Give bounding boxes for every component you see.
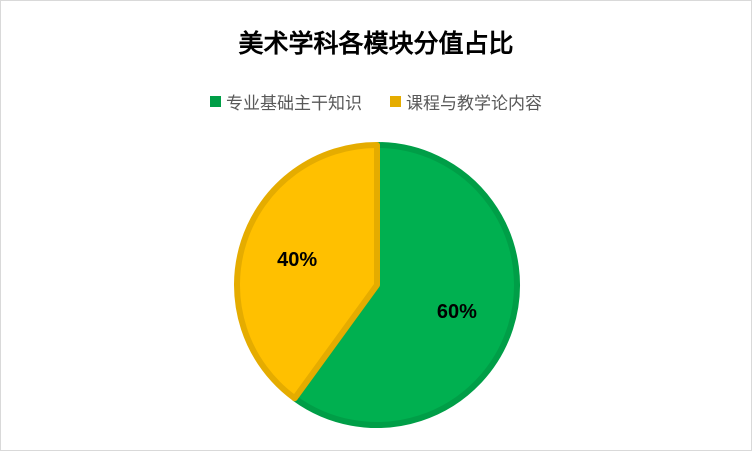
- legend-item-1: 课程与教学论内容: [390, 89, 542, 114]
- legend: 专业基础主干知识 课程与教学论内容: [0, 89, 752, 114]
- data-label-1: 40%: [277, 249, 317, 271]
- chart-title: 美术学科各模块分值占比: [238, 29, 514, 58]
- legend-item-0: 专业基础主干知识: [210, 89, 362, 114]
- legend-label: 课程与教学论内容: [406, 94, 542, 114]
- pie-slice-0: [291, 142, 520, 428]
- pie-slice-1: [234, 142, 380, 402]
- data-label-0: 60%: [437, 301, 477, 323]
- legend-swatch-green: [210, 96, 221, 107]
- legend-label: 专业基础主干知识: [226, 94, 362, 114]
- legend-swatch-yellow: [390, 96, 401, 107]
